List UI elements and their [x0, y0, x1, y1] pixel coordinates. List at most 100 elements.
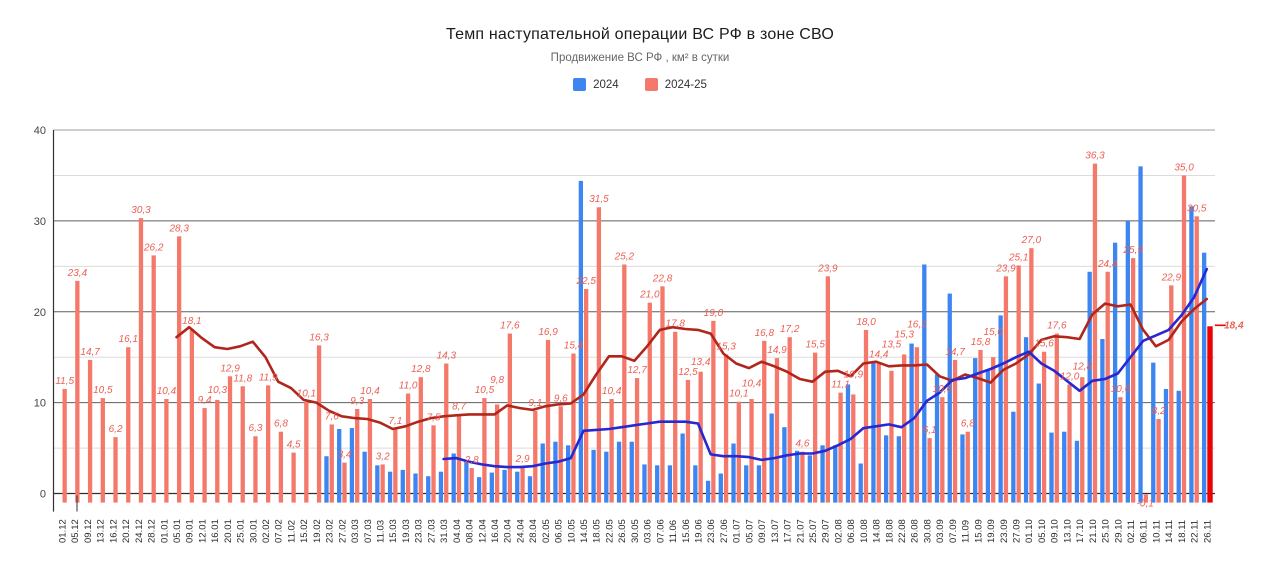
- bar-2024: [489, 472, 494, 503]
- bar-value-label: 36,3: [1085, 151, 1105, 162]
- bar-2024: [718, 473, 723, 503]
- bar-2024: [655, 465, 660, 503]
- x-axis-label: 03.06: [643, 519, 654, 543]
- bar-value-label: 30,5: [1187, 203, 1207, 214]
- bar-2024-25: [355, 408, 360, 503]
- bar-2024: [947, 293, 952, 503]
- bar-2024-25: [393, 428, 398, 503]
- bar-2024: [1151, 362, 1156, 503]
- bar-2024-25: [1041, 351, 1047, 503]
- bar-value-label: 9,4: [198, 395, 212, 406]
- bar-2024-25: [673, 331, 678, 503]
- x-axis-label: 26.08: [910, 519, 921, 543]
- x-axis-label: 30.05: [630, 519, 641, 543]
- x-axis-label: 11.09: [961, 520, 972, 543]
- bar-2024-25: [100, 398, 105, 503]
- bar-value-label: 7,5: [427, 412, 441, 423]
- bar-2024-25: [991, 357, 996, 503]
- x-axis-label: 22.05: [604, 519, 615, 543]
- bar-2024: [362, 451, 367, 503]
- bar-2024: [934, 374, 940, 503]
- bar-2024-25: [113, 437, 118, 503]
- x-axis-label: 09.10: [1050, 519, 1061, 543]
- bar-value-label: 6,8: [274, 419, 288, 430]
- x-axis-label: 14.08: [872, 519, 883, 543]
- x-axis-label: 28.04: [528, 519, 539, 543]
- bar-value-label: 28,3: [168, 223, 189, 234]
- bar-2024-25: [266, 385, 271, 503]
- bar-2024-25: [1080, 377, 1085, 503]
- bar-value-label: 23,9: [817, 263, 838, 274]
- bar-2024: [744, 465, 749, 503]
- bar-2024-25: [520, 467, 525, 503]
- bar-2024-25: [329, 424, 334, 503]
- bar-value-label: 16,9: [538, 327, 558, 338]
- bar-2024: [413, 473, 418, 503]
- bar-2024: [1112, 242, 1118, 503]
- bar-2024-25: [215, 399, 220, 503]
- bar-value-label: 10,5: [475, 385, 495, 396]
- x-axis-label: 16.01: [210, 519, 221, 543]
- bar-2024-25: [1016, 265, 1021, 503]
- bar-2024: [566, 445, 571, 503]
- bar-2024-25: [660, 286, 665, 503]
- bar-2024: [794, 450, 800, 503]
- bar-value-label: 15,5: [805, 340, 825, 351]
- bar-2024: [1100, 339, 1105, 503]
- x-axis-label: 15.09: [973, 519, 984, 543]
- bar-value-label: 10,3: [208, 385, 228, 396]
- bar-2024: [1138, 166, 1143, 503]
- bar-2024: [337, 428, 342, 503]
- x-axis-label: 05.10: [1037, 519, 1048, 543]
- bar-2024: [896, 436, 902, 503]
- x-axis-label: 28.12: [147, 519, 158, 543]
- x-axis-label: 03.03: [350, 519, 361, 543]
- y-axis-label: 40: [34, 125, 46, 137]
- bar-value-label: 11,1: [831, 380, 850, 391]
- bar-2024-25: [558, 406, 563, 503]
- x-axis-label: 06.05: [554, 519, 565, 543]
- x-axis-label: 31.03: [439, 519, 450, 543]
- x-axis-label: 13.12: [96, 519, 107, 543]
- legend: 2024 2024-25: [0, 78, 1280, 91]
- bar-value-label: 12,5: [678, 367, 698, 378]
- bar-2024-25: [800, 451, 805, 503]
- bar-2024-25: [176, 236, 182, 503]
- bar-2024-25-highlight: [1207, 326, 1213, 503]
- bar-value-label: 24,4: [1097, 259, 1118, 270]
- x-axis-label: 25.10: [1101, 519, 1112, 543]
- bar-2024: [349, 428, 355, 503]
- bar-2024-25: [304, 401, 309, 503]
- bar-value-label: 17,8: [666, 319, 686, 330]
- x-axis-label: 21.07: [795, 519, 806, 543]
- bar-2024: [324, 456, 329, 503]
- x-axis-label: 18.05: [592, 519, 603, 543]
- bar-2024: [642, 464, 647, 503]
- bar-value-label: 14,7: [945, 347, 965, 358]
- bar-value-label: 16,1: [119, 334, 138, 345]
- bar-2024-25: [927, 438, 932, 503]
- x-axis-label: 30.01: [248, 519, 259, 543]
- x-axis-label: 10.11: [1151, 520, 1162, 543]
- x-axis-label: 24.12: [134, 519, 145, 543]
- x-axis-label: 27.03: [426, 519, 437, 543]
- bar-2024-25: [914, 347, 920, 503]
- bar-value-label: 27,0: [1021, 235, 1042, 246]
- bar-2024: [527, 476, 533, 503]
- bar-2024-25: [367, 398, 373, 503]
- bar-value-label: 15,6: [1034, 339, 1054, 350]
- bar-2024-25: [876, 362, 881, 503]
- bar-2024-25: [1067, 384, 1072, 503]
- bar-2024-25: [902, 354, 907, 503]
- bar-2024: [426, 476, 431, 503]
- chart-subtitle: Продвижение ВС РФ , км² в сутки: [550, 52, 730, 64]
- bar-2024: [464, 460, 469, 503]
- bar-2024: [1176, 390, 1181, 503]
- bar-2024: [667, 465, 673, 503]
- bar-value-label: 35,0: [1174, 162, 1194, 173]
- bar-2024-25: [698, 371, 703, 503]
- bar-2024-25: [75, 280, 80, 503]
- x-axis-label: 07.02: [274, 519, 285, 543]
- bar-2024-25: [444, 363, 449, 503]
